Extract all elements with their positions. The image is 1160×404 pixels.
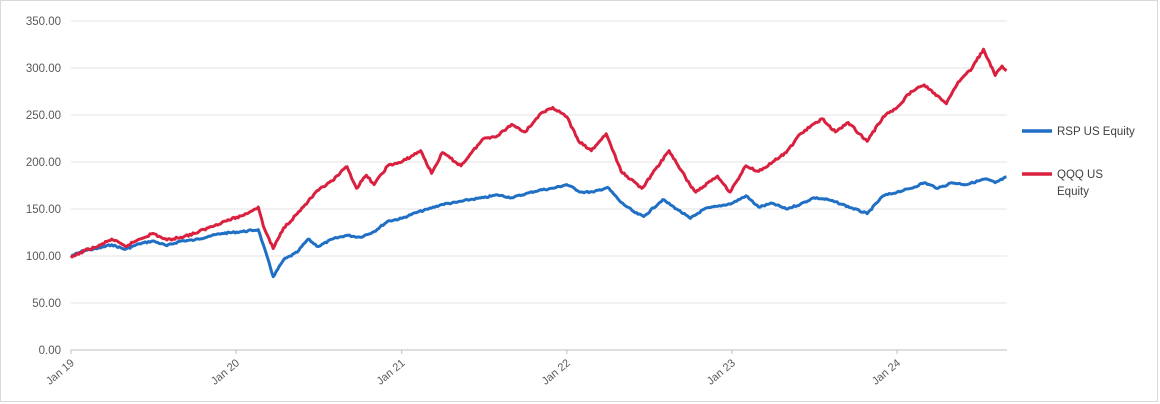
x-tick-label: Jan 21	[375, 357, 408, 387]
x-tick-label: Jan 24	[870, 357, 903, 387]
gridlines	[71, 20, 1007, 351]
y-tick-label: 250.00	[26, 110, 61, 122]
x-tick-label: Jan 23	[705, 357, 738, 387]
y-tick-label: 350.00	[26, 16, 61, 28]
legend-label: QQQ US Equity	[1057, 169, 1103, 198]
x-tick-label: Jan 20	[209, 357, 242, 387]
y-tick-label: 100.00	[26, 251, 61, 263]
y-tick-label: 300.00	[26, 63, 61, 75]
x-tick-label: Jan 19	[44, 357, 77, 387]
y-axis-ticks: 0.00 50.00 100.00 150.00 200.00 250.00 300.00 3…	[26, 16, 61, 357]
y-tick-label: 0.00	[39, 345, 61, 357]
legend-label: RSP US Equity	[1057, 126, 1135, 138]
y-tick-label: 50.00	[32, 298, 61, 310]
series-line-rsp	[70, 175, 1007, 279]
y-tick-label: 200.00	[26, 157, 61, 169]
series-line-qqq	[69, 47, 1008, 259]
x-axis-ticks: Jan 19 Jan 20 Jan 21 Jan 22 Jan 23 Jan 24	[44, 350, 903, 388]
x-tick-label: Jan 22	[540, 357, 573, 387]
y-tick-label: 150.00	[26, 204, 61, 216]
series-lines	[69, 47, 1008, 279]
legend: RSP US Equity QQQ US Equity	[1022, 126, 1135, 198]
